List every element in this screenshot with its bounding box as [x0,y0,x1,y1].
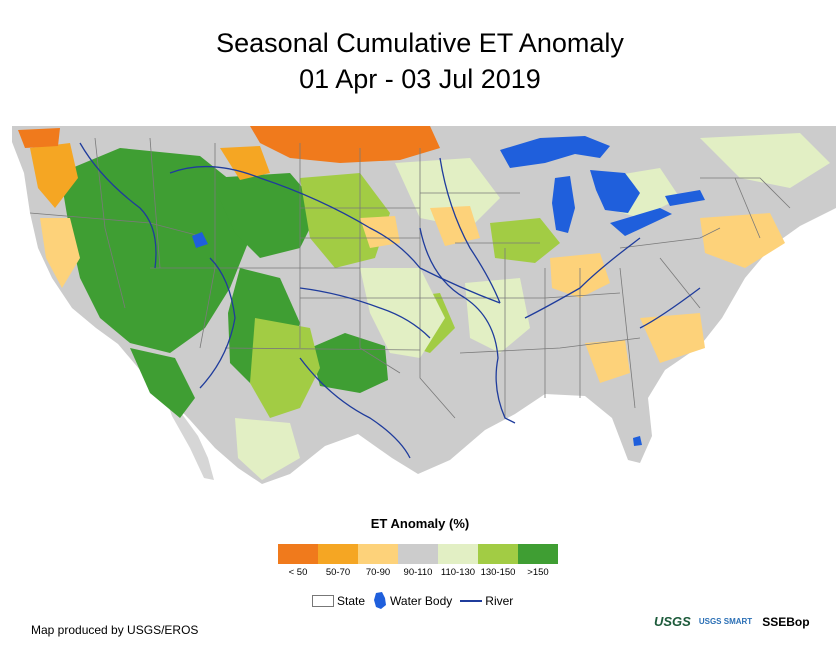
state-symbol [312,595,334,607]
legend-swatch-130-150 [478,544,518,564]
legend-label: 90-110 [403,567,433,578]
great-salt-lake [192,232,208,248]
river-symbol [460,600,483,602]
legend-swatch-gt150 [518,544,558,564]
map-title: Seasonal Cumulative ET Anomaly [216,28,624,58]
legend-label: 130-150 [480,567,516,578]
legend-item-water-body: Water Body [373,592,452,610]
lake-huron [590,170,640,213]
legend-label: >150 [527,567,549,578]
legend-label: 70-90 [365,567,391,578]
smart-logo: USGS SMART [698,617,753,626]
lake-superior [500,136,610,168]
conus-et-anomaly-map [12,126,836,484]
reference-legend: State Water Body River [312,592,521,610]
legend-label: < 50 [288,567,308,578]
rivers [79,142,701,459]
legend-swatch-110-130 [438,544,478,564]
legend-color-bar [278,544,558,564]
legend-item-river: River [460,594,513,608]
legend-title: ET Anomaly (%) [370,516,470,531]
lake-okeechobee [633,436,642,446]
legend-swatch-90-110 [398,544,438,564]
legend-swatch-70-90 [358,544,398,564]
legend-labels: < 50 50-70 70-90 90-110 110-130 130-150 … [278,567,558,578]
legend-item-state: State [312,594,365,608]
lake-michigan [552,176,575,233]
map-date-range: 01 Apr - 03 Jul 2019 [299,64,541,94]
ssebop-logo: SSEBop [762,614,810,629]
lake-ontario [665,190,705,206]
agency-logos: USGS USGS SMART SSEBop [654,614,810,629]
water-body-label: Water Body [390,594,453,608]
water-body-icon [374,592,387,609]
water-bodies [192,136,705,446]
legend-label: 50-70 [325,567,351,578]
river-label: River [485,594,514,608]
legend-swatch-lt50 [278,544,318,564]
map-credit: Map produced by USGS/EROS [31,623,199,637]
usgs-logo: USGS [654,614,691,629]
legend-swatch-50-70 [318,544,358,564]
state-label: State [337,594,366,608]
legend-label: 110-130 [440,567,476,578]
lake-erie [610,208,672,236]
